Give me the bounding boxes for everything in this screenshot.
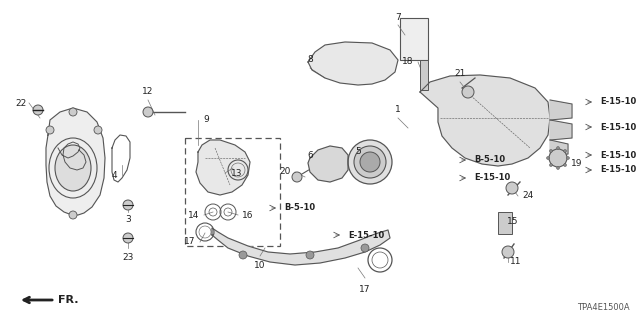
Circle shape — [549, 149, 552, 152]
Circle shape — [462, 86, 474, 98]
Circle shape — [360, 152, 380, 172]
Circle shape — [143, 107, 153, 117]
Polygon shape — [308, 146, 348, 182]
Text: 12: 12 — [142, 87, 154, 97]
Text: E-15-10: E-15-10 — [474, 173, 510, 182]
Polygon shape — [212, 228, 390, 265]
Text: 20: 20 — [279, 167, 291, 177]
Circle shape — [69, 211, 77, 219]
Text: 23: 23 — [122, 253, 134, 262]
Circle shape — [506, 182, 518, 194]
Text: 14: 14 — [188, 211, 200, 220]
Polygon shape — [46, 108, 105, 215]
Text: E-15-10: E-15-10 — [600, 123, 636, 132]
Text: 24: 24 — [522, 191, 534, 201]
Circle shape — [354, 146, 386, 178]
Circle shape — [549, 164, 552, 167]
Circle shape — [348, 140, 392, 184]
Text: E-15-10: E-15-10 — [348, 230, 384, 239]
Ellipse shape — [55, 145, 91, 191]
Text: 15: 15 — [508, 218, 519, 227]
Text: E-15-10: E-15-10 — [600, 98, 636, 107]
Circle shape — [564, 149, 566, 152]
Text: 5: 5 — [355, 148, 361, 156]
Text: 17: 17 — [184, 237, 196, 246]
Polygon shape — [196, 140, 250, 195]
Circle shape — [557, 166, 559, 170]
Text: 6: 6 — [307, 150, 313, 159]
Text: 1: 1 — [395, 106, 401, 115]
Polygon shape — [550, 100, 572, 120]
Text: TPA4E1500A: TPA4E1500A — [577, 303, 630, 312]
Bar — [420, 60, 428, 90]
Bar — [185, 138, 280, 246]
Circle shape — [33, 105, 43, 115]
Circle shape — [94, 126, 102, 134]
Text: E-15-10: E-15-10 — [600, 165, 636, 174]
Polygon shape — [550, 120, 572, 140]
Circle shape — [549, 149, 567, 167]
Bar — [400, 18, 428, 60]
Circle shape — [292, 172, 302, 182]
Text: B-5-10: B-5-10 — [284, 204, 315, 212]
Text: 10: 10 — [254, 261, 266, 270]
Text: 22: 22 — [15, 99, 27, 108]
Text: 7: 7 — [395, 12, 401, 21]
Bar — [498, 212, 512, 234]
Text: 21: 21 — [454, 69, 466, 78]
Text: 11: 11 — [510, 258, 522, 267]
Text: E-15-10: E-15-10 — [600, 150, 636, 159]
Text: B-5-10: B-5-10 — [474, 156, 505, 164]
Circle shape — [69, 108, 77, 116]
Circle shape — [123, 200, 133, 210]
Circle shape — [306, 251, 314, 259]
Text: 17: 17 — [359, 285, 371, 294]
Text: 16: 16 — [243, 211, 253, 220]
Text: 8: 8 — [307, 55, 313, 65]
Circle shape — [547, 156, 550, 159]
Circle shape — [564, 164, 566, 167]
Text: 13: 13 — [231, 169, 243, 178]
Text: 9: 9 — [203, 116, 209, 124]
Text: 19: 19 — [572, 158, 583, 167]
Circle shape — [239, 251, 247, 259]
Circle shape — [361, 244, 369, 252]
Circle shape — [557, 147, 559, 149]
Circle shape — [46, 126, 54, 134]
Text: 4: 4 — [111, 171, 117, 180]
Text: FR.: FR. — [58, 295, 79, 305]
Polygon shape — [420, 75, 550, 166]
Polygon shape — [550, 140, 568, 156]
Circle shape — [502, 246, 514, 258]
Text: 3: 3 — [125, 215, 131, 225]
Circle shape — [566, 156, 570, 159]
Text: 18: 18 — [403, 58, 413, 67]
Polygon shape — [308, 42, 398, 85]
Circle shape — [123, 233, 133, 243]
